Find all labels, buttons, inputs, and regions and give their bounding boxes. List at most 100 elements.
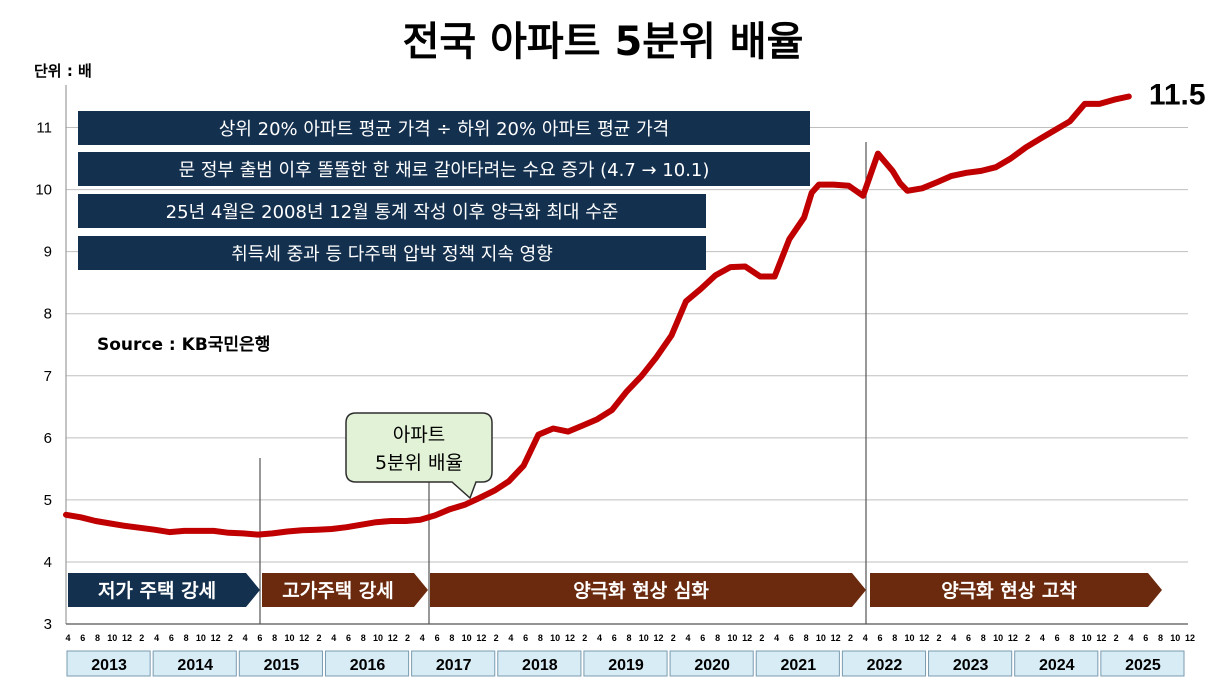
x-year-label: 2016: [350, 657, 386, 674]
y-axis: 3 4 5 6 7 8 9 10 11: [35, 120, 52, 634]
note-text: 취득세 중과 등 다주택 압박 정책 지속 영향: [231, 244, 553, 265]
note-text: 25년 4월은 2008년 12월 통계 작성 이후 양극화 최대 수준: [166, 202, 619, 223]
x-month-tick: 4: [65, 633, 70, 643]
y-tick-label: 8: [44, 306, 52, 323]
note-banner: [78, 152, 810, 186]
year-box: [669, 650, 754, 677]
y-tick-label: 9: [44, 244, 52, 261]
x-month-ticks: 4 6 8 10 12 2 4 6 8 10 12 2 4 6 8 10 12 2 4 6 8 10 12 2 4 6 8 10 12 2…: [65, 633, 1195, 643]
phase-arrow: [870, 573, 1162, 607]
x-year-label: 2013: [91, 657, 127, 674]
x-month-tick: 2: [405, 633, 410, 643]
x-month-tick: 8: [1158, 633, 1163, 643]
phase-arrow: [262, 573, 428, 607]
x-month-tick: 12: [299, 633, 309, 643]
x-year-label: 2020: [694, 657, 730, 674]
chart-title: 전국 아파트 5분위 배율: [403, 19, 804, 65]
x-month-tick: 6: [1055, 633, 1060, 643]
x-year-label: 2018: [522, 657, 558, 674]
x-year-label: 2024: [1039, 657, 1075, 674]
notes: 상위 20% 아파트 평균 가격 ÷ 하위 20% 아파트 평균 가격문 정부 …: [78, 111, 810, 270]
x-month-tick: 6: [789, 633, 794, 643]
x-month-tick: 10: [196, 633, 206, 643]
year-box: [497, 650, 582, 677]
x-month-tick: 8: [538, 633, 543, 643]
x-month-tick: 10: [993, 633, 1003, 643]
x-year-label: 2023: [953, 657, 989, 674]
year-box: [152, 650, 237, 677]
x-month-tick: 8: [804, 633, 809, 643]
x-month-tick: 12: [1008, 633, 1018, 643]
x-month-tick: 12: [476, 633, 486, 643]
x-month-tick: 4: [331, 633, 336, 643]
x-month-tick: 10: [462, 633, 472, 643]
x-month-tick: 4: [243, 633, 248, 643]
callout-text: 아파트: [393, 424, 445, 446]
x-month-tick: 6: [700, 633, 705, 643]
x-month-tick: 10: [550, 633, 560, 643]
x-month-tick: 4: [1128, 633, 1133, 643]
x-year-label: 2017: [436, 657, 472, 674]
x-month-tick: 6: [612, 633, 617, 643]
callout-bubble: [345, 412, 493, 500]
x-month-tick: 12: [1185, 633, 1195, 643]
callout: 아파트 5분위 배율: [345, 412, 493, 500]
y-tick-label: 11: [36, 120, 52, 137]
x-month-tick: 10: [1082, 633, 1092, 643]
x-month-tick: 6: [346, 633, 351, 643]
series-line: [63, 93, 1132, 538]
unit-label: 단위 : 배: [34, 62, 92, 80]
x-month-tick: 12: [565, 633, 575, 643]
x-month-tick: 6: [435, 633, 440, 643]
end-value-label: 11.5: [1149, 78, 1206, 111]
x-year-label: 2015: [264, 657, 300, 674]
note-text: 문 정부 출범 이후 똘똘한 한 채로 갈아타려는 수요 증가 (4.7 → 1…: [179, 160, 710, 181]
year-box: [66, 650, 151, 677]
phase-label: 고가주택 강세: [282, 580, 394, 602]
note-text: 상위 20% 아파트 평균 가격 ÷ 하위 20% 아파트 평균 가격: [219, 119, 669, 140]
phase-arrow: [68, 573, 260, 607]
x-month-tick: 8: [184, 633, 189, 643]
y-tick-label: 7: [44, 368, 52, 385]
year-box: [583, 650, 668, 677]
x-month-tick: 2: [582, 633, 587, 643]
x-month-tick: 4: [774, 633, 779, 643]
x-month-tick: 2: [937, 633, 942, 643]
x-month-tick: 2: [848, 633, 853, 643]
x-month-tick: 6: [966, 633, 971, 643]
x-month-tick: 6: [1143, 633, 1148, 643]
callout-text: 5분위 배율: [375, 452, 463, 474]
x-month-tick: 10: [639, 633, 649, 643]
phase-arrows: 저가 주택 강세 고가주택 강세 양극화 현상 심화 양극화 현상 고착: [68, 573, 1162, 607]
x-month-tick: 10: [904, 633, 914, 643]
y-tick-label: 5: [44, 492, 52, 509]
x-month-tick: 4: [686, 633, 691, 643]
x-year-labels: 2013 2014 2015 2016 2017 2018 2019 2020 2021 2022…: [66, 650, 1185, 677]
x-month-tick: 6: [169, 633, 174, 643]
x-month-tick: 12: [831, 633, 841, 643]
x-month-tick: 2: [316, 633, 321, 643]
x-month-tick: 2: [494, 633, 499, 643]
x-month-tick: 8: [361, 633, 366, 643]
x-month-tick: 8: [981, 633, 986, 643]
phase-arrow: [430, 573, 866, 607]
year-box: [324, 650, 410, 677]
x-month-tick: 12: [1096, 633, 1106, 643]
x-month-tick: 6: [257, 633, 262, 643]
x-month-tick: 12: [122, 633, 132, 643]
phase-label: 양극화 현상 고착: [941, 580, 1077, 602]
year-box: [1014, 650, 1099, 677]
y-tick-label: 6: [44, 430, 52, 447]
year-box: [411, 650, 496, 677]
x-month-tick: 8: [626, 633, 631, 643]
x-month-tick: 8: [95, 633, 100, 643]
x-year-label: 2022: [867, 657, 903, 674]
x-month-tick: 12: [742, 633, 752, 643]
x-month-tick: 10: [816, 633, 826, 643]
x-month-tick: 8: [715, 633, 720, 643]
note-banner: [78, 236, 706, 270]
x-month-tick: 10: [373, 633, 383, 643]
x-month-tick: 12: [919, 633, 929, 643]
x-month-tick: 6: [523, 633, 528, 643]
x-month-tick: 10: [1170, 633, 1180, 643]
